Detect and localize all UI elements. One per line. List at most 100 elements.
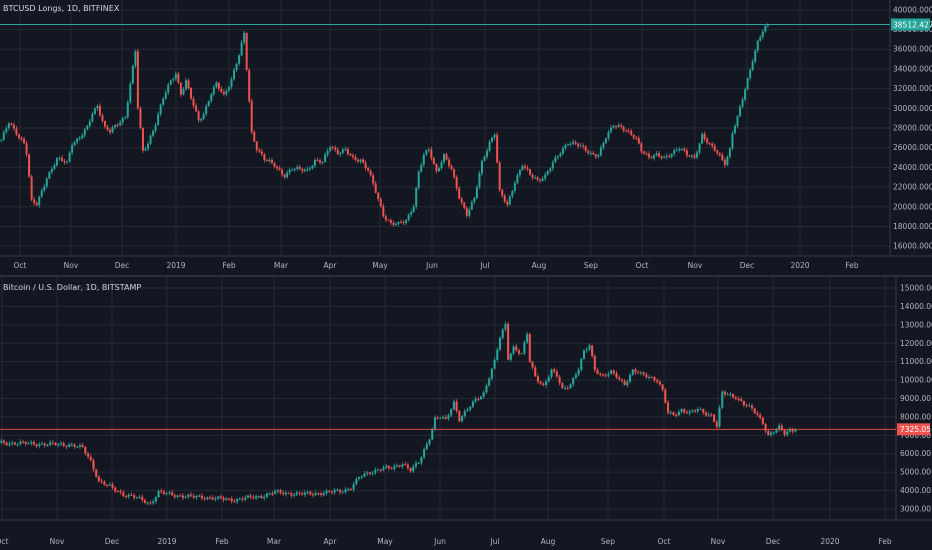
candle-body [669, 412, 672, 414]
candle-body [513, 183, 516, 192]
candle-body [387, 219, 390, 221]
candle-body [656, 380, 659, 382]
btc-usd-pane[interactable]: 3000.004000.005000.006000.007000.008000.… [0, 277, 932, 546]
candle-body [63, 161, 66, 163]
candle-body [439, 417, 442, 419]
candle-body [192, 98, 195, 106]
candle-body [778, 425, 781, 430]
candle-body [263, 154, 266, 161]
candle-body [455, 176, 458, 189]
candle-body [301, 493, 304, 495]
candle-body [149, 135, 152, 144]
candle-body [721, 391, 724, 408]
candle-body [114, 124, 117, 128]
candle-body [177, 73, 180, 83]
candle-body [528, 334, 531, 362]
candle-body [217, 82, 220, 89]
candle-body [729, 394, 732, 396]
candle-body [3, 440, 6, 443]
candle-body [385, 466, 388, 468]
candle-body [30, 442, 33, 444]
candle-body [780, 425, 783, 431]
candle-body [406, 464, 409, 469]
candle-body [414, 463, 418, 467]
y-tick-label: 11000.00 [900, 357, 932, 366]
candle-body [356, 159, 359, 162]
candle-body [139, 108, 142, 128]
candle-body [477, 398, 480, 400]
candle-body [372, 175, 375, 184]
candle-body [279, 490, 282, 493]
candle-body [653, 155, 656, 159]
candle-body [173, 495, 176, 497]
candle-body [296, 167, 299, 169]
candle-body [715, 421, 718, 427]
candle-body [746, 78, 749, 90]
candle-body [116, 124, 119, 126]
y-tick-label: 28000.0000 [893, 124, 932, 133]
candle-body [103, 481, 106, 485]
candle-body [428, 439, 431, 444]
candle-body [355, 478, 358, 485]
candle-body [764, 25, 767, 32]
candle-body [748, 405, 751, 407]
candle-body [437, 168, 440, 172]
candle-body [203, 498, 206, 500]
candle-body [761, 31, 764, 38]
candle-body [756, 413, 759, 415]
candle-body [734, 397, 737, 399]
candle-body [569, 143, 572, 145]
candle-body [479, 396, 483, 400]
candle-body [339, 489, 342, 493]
btcusd-longs-pane[interactable]: 16000.0000 18000.0000 20000.0000 22000.0000… [0, 0, 932, 270]
candle-body [321, 161, 324, 163]
candle-body [739, 106, 742, 117]
candle-body [0, 440, 3, 443]
x-tick-label: Dec [105, 537, 120, 546]
candle-body [496, 349, 499, 360]
candle-body [236, 498, 239, 502]
candle-body [298, 167, 301, 169]
candle-body [265, 493, 268, 497]
candle-body [268, 493, 271, 495]
candle-body [610, 370, 613, 375]
candle-body [423, 449, 426, 458]
candle-body [288, 169, 291, 173]
candle-body [222, 498, 225, 500]
candle-body [169, 80, 172, 85]
candle-body [351, 155, 354, 157]
candle-body [469, 406, 472, 410]
candle-body [425, 150, 428, 155]
candle-body [673, 150, 676, 154]
candle-body [563, 387, 567, 389]
candle-body [597, 155, 600, 157]
candle-body [157, 490, 160, 498]
candle-body [650, 376, 653, 378]
candle-body [246, 495, 250, 498]
candle-body [615, 126, 618, 128]
candle-body [349, 153, 352, 156]
candle-body [308, 168, 311, 170]
candle-body [713, 145, 716, 151]
candle-body [220, 88, 223, 92]
candle-body [749, 69, 752, 79]
candle-body [756, 40, 759, 51]
y-tick-label: 36000.0000 [893, 45, 932, 54]
candle-body [187, 494, 190, 497]
candle-body [737, 398, 740, 400]
candle-body [366, 472, 369, 474]
x-tick-label: Nov [50, 537, 65, 546]
candle-body [390, 468, 393, 470]
candle-body [179, 82, 182, 95]
x-tick-label: Oct [14, 261, 27, 270]
y-tick-label: 24000.0000 [893, 163, 932, 172]
candle-body [339, 152, 342, 155]
candle-body [594, 154, 597, 157]
candle-body [650, 157, 653, 159]
x-tick-label: Mar [274, 261, 289, 270]
candle-body [625, 130, 628, 132]
candle-body [45, 178, 48, 187]
candle-body [675, 149, 678, 151]
candle-body [726, 156, 729, 166]
candle-body [160, 490, 163, 492]
